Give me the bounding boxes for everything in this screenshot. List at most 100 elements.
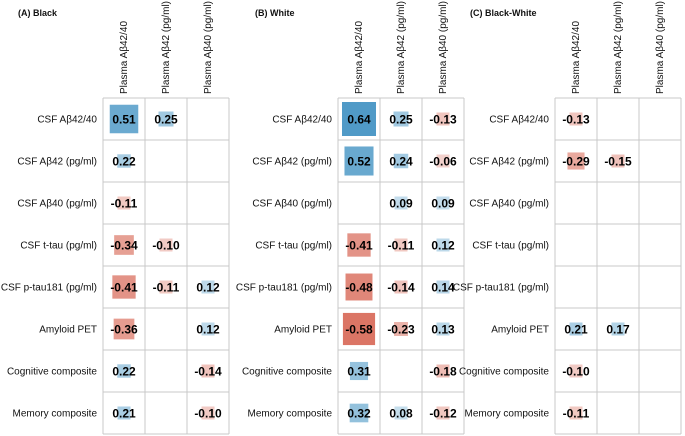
correlation-value: 0.22 [112, 365, 136, 379]
correlation-value: -0.48 [345, 281, 373, 295]
correlation-square [394, 406, 408, 420]
panel-title: (B) White [255, 8, 295, 18]
row-label: Cognitive composite [242, 367, 332, 378]
correlation-value: -0.11 [111, 197, 138, 211]
correlation-square [117, 364, 131, 378]
correlation-value: -0.41 [345, 239, 373, 253]
correlation-square [569, 406, 583, 420]
correlation-square [117, 154, 131, 168]
correlation-square [436, 406, 450, 420]
correlation-value: 0.51 [112, 113, 136, 127]
correlation-square [113, 318, 135, 340]
correlation-square [611, 322, 625, 336]
correlation-value: -0.12 [429, 407, 457, 421]
panel-0: (A) Black Plasma Aβ42/40 Plasma Aβ42 (pg/m… [1, 1, 230, 435]
correlation-value: 0.25 [154, 113, 178, 127]
correlation-value: -0.10 [194, 407, 222, 421]
correlation-square [569, 322, 583, 336]
row-label: Memory composite [465, 409, 550, 420]
correlation-square [201, 322, 215, 336]
correlation-square [436, 112, 450, 126]
correlation-value: -0.11 [563, 407, 590, 421]
correlation-square [114, 235, 134, 255]
correlation-square [393, 111, 409, 127]
correlation-square [436, 364, 450, 378]
correlation-value: 0.12 [196, 281, 220, 295]
correlation-square [436, 238, 450, 252]
correlation-square [201, 364, 215, 378]
correlation-square [569, 112, 583, 126]
correlation-value: -0.18 [429, 365, 457, 379]
correlation-square [394, 238, 408, 252]
correlation-value: -0.13 [429, 113, 457, 127]
row-label: Memory composite [13, 409, 98, 420]
correlation-square [394, 280, 408, 294]
panel-title: (C) Black-White [470, 8, 537, 18]
correlation-square [109, 104, 139, 134]
row-label: CSF p-tau181 (pg/ml) [236, 283, 332, 294]
correlation-square [344, 146, 374, 176]
correlation-value: -0.14 [387, 281, 415, 295]
column-label: Plasma Aβ42/40 [119, 21, 130, 94]
correlation-square [394, 322, 408, 336]
correlation-square [436, 196, 450, 210]
correlation-square [201, 406, 215, 420]
column-label: Plasma Aβ40 (pg/ml) [438, 1, 449, 94]
panel-title: (A) Black [18, 8, 58, 18]
correlation-square [567, 152, 585, 170]
correlation-value: -0.06 [429, 155, 457, 169]
correlation-value: -0.29 [562, 155, 590, 169]
correlation-value: -0.41 [110, 281, 138, 295]
row-label: CSF Aβ42 (pg/ml) [17, 157, 97, 168]
correlation-value: -0.34 [110, 239, 138, 253]
correlation-value: 0.13 [431, 323, 455, 337]
correlation-square [342, 102, 376, 136]
correlation-value: 0.12 [196, 323, 220, 337]
row-label: Cognitive composite [459, 367, 549, 378]
correlation-value: -0.15 [604, 155, 632, 169]
correlation-square [342, 312, 376, 346]
correlation-value: 0.31 [347, 365, 371, 379]
row-label: CSF p-tau181 (pg/ml) [453, 283, 549, 294]
correlation-value: -0.23 [387, 323, 415, 337]
row-label: CSF t-tau (pg/ml) [255, 241, 332, 252]
panel-1: (B) White Plasma Aβ42/40 Plasma Aβ42 (pg/m… [236, 1, 465, 435]
correlation-value: -0.36 [110, 323, 138, 337]
correlation-square [345, 273, 373, 301]
correlation-square [349, 361, 369, 381]
correlation-square [158, 111, 174, 127]
correlation-value: 0.09 [389, 197, 413, 211]
correlation-square [112, 275, 136, 299]
row-label: CSF Aβ40 (pg/ml) [469, 199, 549, 210]
row-label: Memory composite [248, 409, 333, 420]
column-label: Plasma Aβ42 (pg/ml) [613, 1, 624, 94]
correlation-value: 0.32 [347, 407, 371, 421]
correlation-square [201, 280, 215, 294]
row-label: CSF Aβ42/40 [272, 115, 332, 126]
row-label: Amyloid PET [39, 325, 97, 336]
correlation-value: -0.11 [388, 239, 415, 253]
correlation-square [611, 154, 625, 168]
row-label: Cognitive composite [7, 367, 97, 378]
correlation-value: 0.21 [564, 323, 588, 337]
correlation-square [117, 406, 131, 420]
correlation-value: -0.14 [194, 365, 222, 379]
row-label: CSF Aβ42/40 [37, 115, 97, 126]
correlation-value: 0.08 [389, 407, 413, 421]
correlation-value: -0.11 [153, 281, 180, 295]
correlation-value: 0.24 [389, 155, 413, 169]
correlation-value: 0.22 [112, 155, 136, 169]
correlation-value: 0.12 [431, 239, 455, 253]
correlation-value: -0.10 [152, 239, 180, 253]
correlation-square [159, 280, 173, 294]
column-label: Plasma Aβ40 (pg/ml) [203, 1, 214, 94]
column-label: Plasma Aβ42 (pg/ml) [161, 1, 172, 94]
row-label: CSF Aβ42 (pg/ml) [252, 157, 332, 168]
panel-2: (C) Black-White Plasma Aβ42/40 Plasma Aβ42… [453, 1, 682, 435]
column-label: Plasma Aβ42 (pg/ml) [396, 1, 407, 94]
row-label: CSF Aβ40 (pg/ml) [252, 199, 332, 210]
correlation-value: 0.09 [431, 197, 455, 211]
correlation-square [436, 280, 450, 294]
correlation-square [347, 233, 371, 257]
